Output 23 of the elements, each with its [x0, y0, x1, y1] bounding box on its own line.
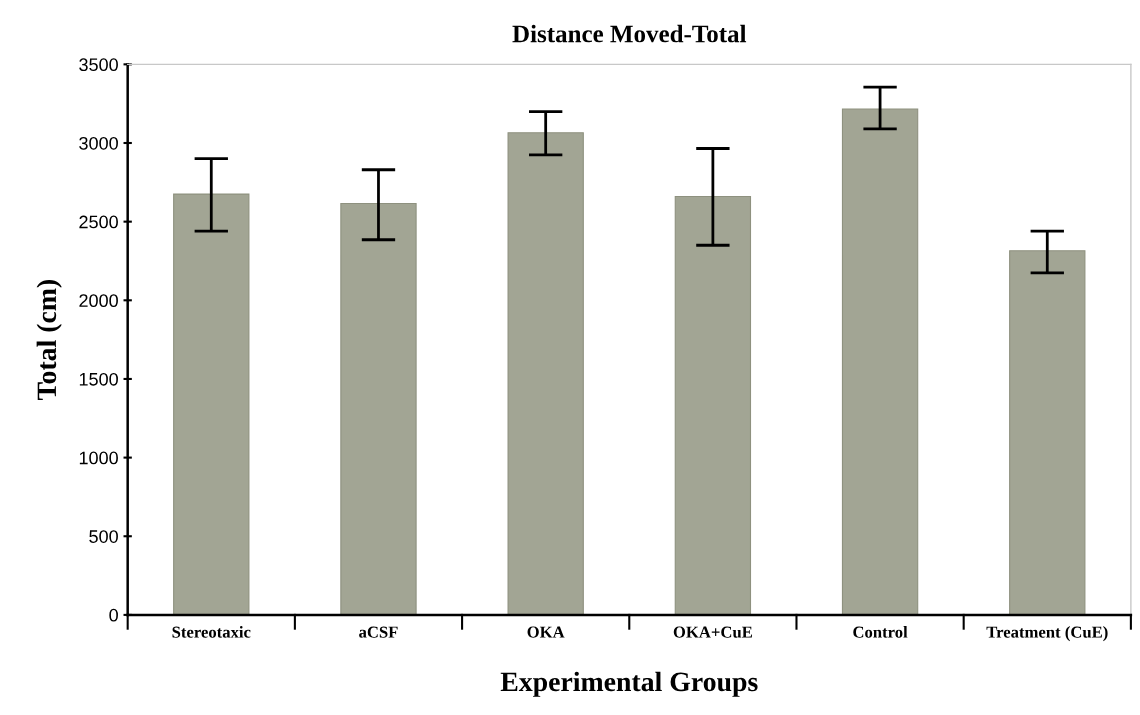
x-tick-label: OKA+CuE	[673, 626, 752, 638]
chart-title: Distance Moved-Total	[512, 24, 747, 43]
x-tick-label: Treatment (CuE)	[986, 626, 1108, 642]
y-tick-label: 1500	[79, 372, 118, 386]
x-tick-label: aCSF	[359, 626, 398, 638]
bar	[674, 195, 752, 615]
y-tick-label: 500	[89, 530, 118, 543]
x-tick-label: OKA	[527, 626, 565, 638]
y-tick-label: 1000	[79, 451, 118, 465]
y-tick-label: 3000	[79, 136, 118, 150]
bar	[507, 132, 584, 615]
bar	[841, 108, 919, 615]
x-tick-label: Stereotaxic	[172, 626, 251, 638]
y-tick-label: 2500	[79, 215, 118, 229]
y-axis-title: Total (cm)	[36, 280, 62, 401]
x-axis-title: Experimental Groups	[500, 671, 758, 697]
y-tick-label: 3500	[79, 58, 118, 72]
x-tick-label: Control	[853, 626, 908, 638]
bar	[173, 193, 250, 615]
y-tick-label: 0	[109, 608, 118, 622]
bar	[340, 203, 417, 615]
bar	[1009, 250, 1086, 615]
y-tick-label: 2000	[79, 294, 118, 308]
